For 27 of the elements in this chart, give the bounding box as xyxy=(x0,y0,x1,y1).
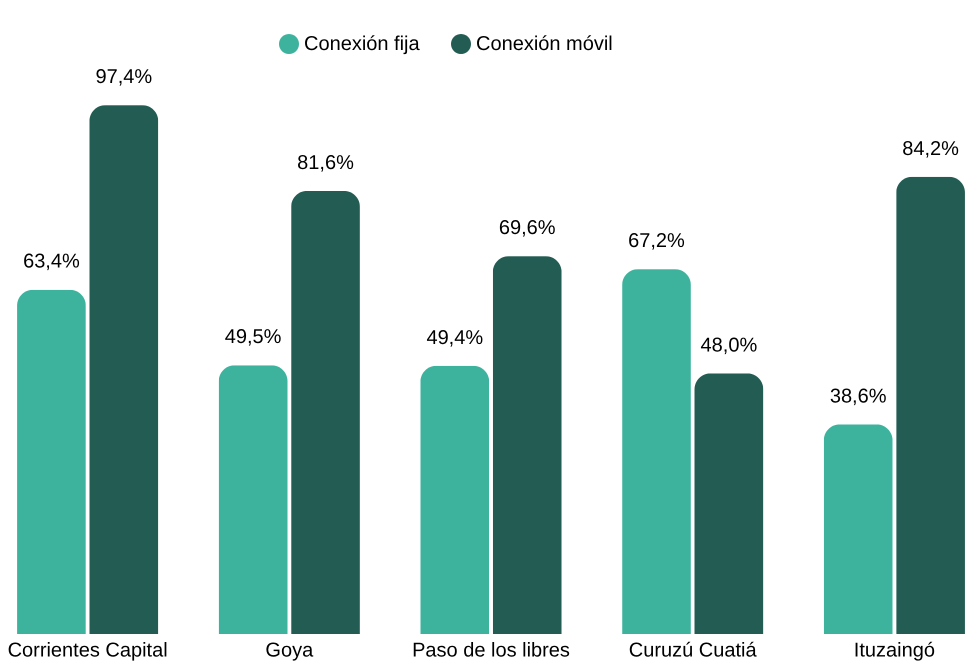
x-tick-label: Paso de los libres xyxy=(412,640,570,662)
bar xyxy=(420,366,490,634)
data-label: 97,4% xyxy=(95,66,152,88)
data-label: 67,2% xyxy=(628,230,686,252)
bar xyxy=(622,269,691,634)
data-label: 63,4% xyxy=(23,250,80,273)
bar xyxy=(694,373,764,634)
bar xyxy=(291,190,360,634)
data-label: 69,6% xyxy=(498,217,556,240)
bar xyxy=(896,176,965,634)
bar xyxy=(492,256,562,634)
data-label: 81,6% xyxy=(297,152,354,174)
bar xyxy=(824,424,893,634)
legend-label: Conexión fija xyxy=(304,33,420,55)
bar xyxy=(218,365,288,634)
bar xyxy=(89,105,158,634)
x-tick-label: Curuzú Cuatiá xyxy=(628,640,758,662)
data-label: 48,0% xyxy=(700,334,758,356)
data-label: 84,2% xyxy=(902,138,960,160)
x-tick-label: Goya xyxy=(265,640,314,662)
x-tick-label: Corrientes Capital xyxy=(8,640,168,662)
legend-label: Conexión móvil xyxy=(476,33,613,55)
data-label: 38,6% xyxy=(830,385,887,408)
x-tick-label: Ituzaingó xyxy=(854,640,935,662)
bar xyxy=(17,290,86,634)
data-label: 49,5% xyxy=(224,326,282,348)
data-label: 49,4% xyxy=(426,326,484,349)
